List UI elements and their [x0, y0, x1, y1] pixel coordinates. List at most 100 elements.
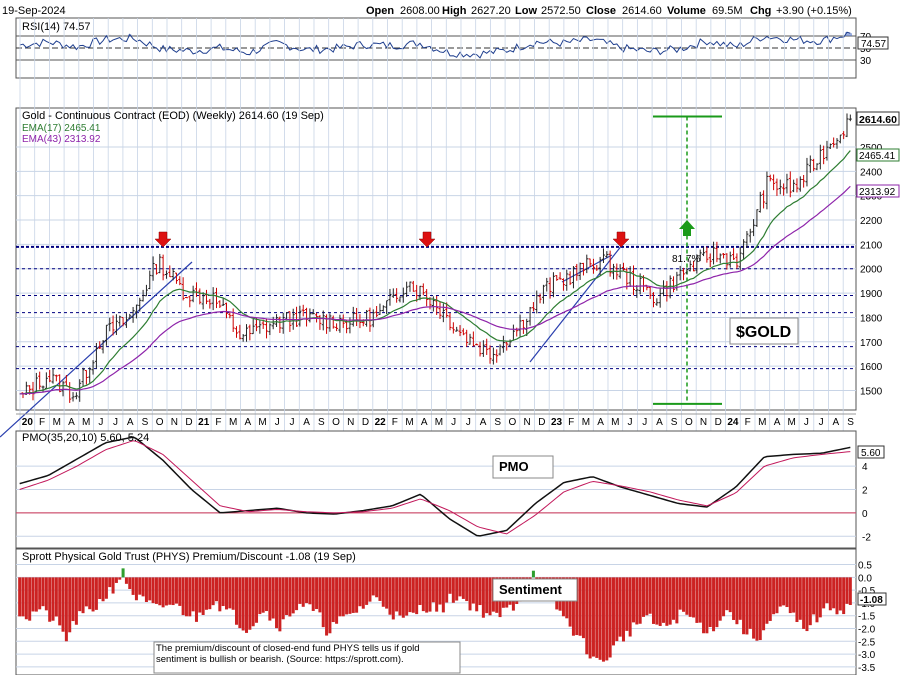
pmo-panel: 4 2 0 -2 PMO(35,20,10) 5.60, 5.24 PMO 5.60	[15, 430, 885, 549]
sentiment-bar	[358, 577, 362, 607]
sentiment-bar	[765, 577, 769, 624]
sentiment-bar	[355, 577, 359, 613]
price-tick-label: 1800	[860, 313, 883, 324]
sentiment-bar	[591, 577, 595, 657]
x-tick-label: A	[774, 417, 781, 428]
sentiment-bar	[181, 577, 185, 616]
sentiment-bar	[214, 577, 218, 602]
sentiment-bar	[478, 577, 482, 606]
sentiment-bar	[141, 577, 145, 597]
x-tick-label: M	[258, 417, 266, 428]
x-tick-label: A	[597, 417, 604, 428]
x-tick-label: J	[113, 417, 118, 428]
pmo-last-value: 5.60	[861, 448, 881, 459]
x-tick-label: A	[480, 417, 487, 428]
sentiment-bar	[285, 577, 289, 615]
symbol-label-box	[729, 317, 799, 345]
sentiment-bar	[331, 577, 335, 623]
sentiment-bar	[435, 577, 439, 612]
sentiment-bar	[481, 577, 485, 618]
ema17-legend: EMA(17) 2465.41	[22, 123, 101, 134]
sentiment-bar	[31, 577, 35, 612]
sentiment-bar	[745, 577, 749, 635]
price-x-axis: 20 F M A M J J A S O N D 21 F M A M J J A S O N D 22 F M A M J J A S O N D 2…	[16, 413, 856, 428]
sentiment-bar	[838, 577, 842, 611]
x-tick-label: A	[127, 417, 134, 428]
sentiment-tick-label: -2.5	[858, 637, 876, 648]
sentiment-bar	[228, 577, 232, 609]
sentiment-bar	[708, 577, 712, 628]
price-tick-label: 2000	[860, 265, 883, 276]
sentiment-bar	[818, 577, 822, 618]
sentiment-bar	[248, 577, 252, 630]
pmo-title: PMO(35,20,10) 5.60, 5.24	[22, 432, 149, 444]
price-tick-label: 2100	[860, 240, 883, 251]
sentiment-bar	[315, 577, 319, 610]
sentiment-bar	[411, 577, 415, 613]
price-frame	[15, 107, 857, 411]
sentiment-bar	[428, 577, 432, 612]
x-tick-label: A	[303, 417, 310, 428]
x-tick-label: J	[642, 417, 647, 428]
sentiment-note-box	[153, 641, 461, 674]
sentiment-bar	[238, 577, 242, 629]
sentiment-bar	[74, 577, 78, 625]
sentiment-bar	[652, 577, 656, 624]
sentiment-bar	[208, 577, 212, 610]
sentiment-bar	[698, 577, 702, 623]
sentiment-bar	[785, 577, 789, 608]
symbol-label: $GOLD	[736, 324, 791, 341]
sentiment-bar	[802, 577, 806, 629]
pmo-grid	[16, 465, 856, 537]
sentiment-bar	[258, 577, 262, 615]
rsi-panel: RSI(14) 74.57 705030 74.57	[15, 17, 889, 79]
close-label: Close	[586, 5, 616, 17]
sentiment-bar	[662, 577, 666, 623]
sentiment-bar	[375, 577, 379, 598]
sentiment-bar	[758, 577, 762, 641]
sentiment-bar	[735, 577, 739, 625]
rsi-last-value: 74.57	[861, 39, 886, 50]
sentiment-panel: 0.50.0-0.5-1.0-1.5-2.0-2.5-3.0-3.5 Sprot…	[15, 548, 887, 676]
sentiment-bar	[204, 577, 208, 610]
x-tick-label: O	[332, 417, 340, 428]
x-tick-label: 24	[727, 417, 739, 428]
open-value: 2608.00	[400, 5, 440, 17]
volume-label: Volume	[667, 5, 706, 17]
sentiment-bar	[188, 577, 192, 617]
sentiment-bar	[655, 577, 659, 625]
sentiment-bar	[194, 577, 198, 622]
sentiment-note-wrap: The premium/discount of closed-end fund …	[156, 643, 420, 665]
sentiment-bar	[224, 577, 229, 610]
x-tick-label: J	[451, 417, 456, 428]
sentiment-bar	[732, 577, 736, 620]
sentiment-bar	[378, 577, 382, 601]
sentiment-bar	[628, 577, 632, 637]
sentiment-bar	[41, 577, 45, 607]
sentiment-bar	[218, 577, 222, 612]
sentiment-bar	[108, 577, 112, 588]
sentiment-bar	[348, 577, 352, 614]
sentiment-bar	[678, 577, 682, 610]
pmo-tick-label: 4	[862, 462, 868, 473]
sentiment-bar	[68, 577, 72, 633]
x-tick-label: A	[421, 417, 428, 428]
price-tick-label: 1700	[860, 338, 883, 349]
sentiment-bar	[64, 577, 68, 642]
sentiment-bar	[305, 577, 309, 604]
price-tick-label: 1600	[860, 362, 883, 373]
sentiment-bar	[488, 577, 492, 616]
sentiment-bar	[245, 577, 249, 633]
sentiment-bar	[448, 577, 452, 594]
sentiment-bar	[328, 577, 332, 634]
sentiment-bar	[321, 577, 325, 628]
x-tick-label: F	[568, 417, 574, 428]
sentiment-bar	[168, 577, 172, 605]
x-tick-label: F	[39, 417, 45, 428]
red-down-arrow	[154, 231, 172, 248]
volume-value: 69.5M	[712, 5, 743, 17]
sentiment-box	[492, 578, 578, 602]
rsi-tick-label: 30	[860, 56, 872, 67]
price-last-value: 2614.60	[859, 114, 897, 126]
